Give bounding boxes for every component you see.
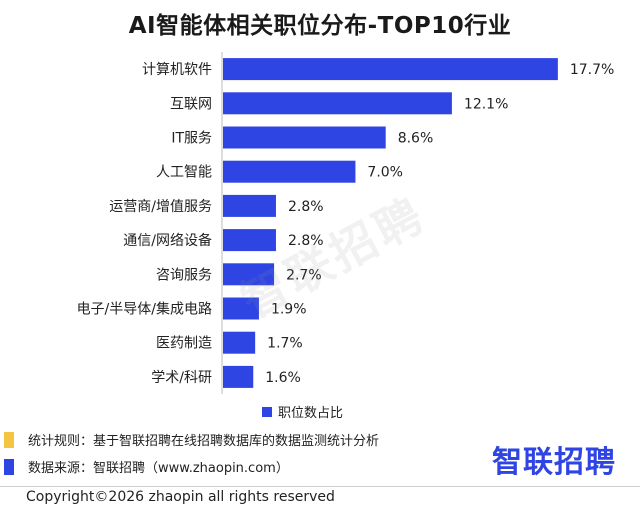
bar [223,263,275,286]
value-label: 2.8% [288,199,324,215]
bar [223,58,558,81]
value-label: 1.7% [267,336,303,352]
category-label: 互联网 [170,96,212,112]
brand-logo: 智联招聘 [492,445,616,480]
copyright-text: Copyright©2026 zhaopin all rights reserv… [26,489,335,505]
legend-swatch [262,406,272,417]
category-label: IT服务 [171,131,212,147]
category-label: 通信/网络设备 [123,232,212,249]
value-label: 17.7% [570,62,614,78]
note-marker-yellow [4,431,14,448]
note-marker-blue [4,458,14,475]
value-label: 8.6% [398,131,434,147]
legend: 职位数占比 [262,402,343,421]
bar [223,160,356,183]
note-source: 数据来源：智联招聘（www.zhaopin.com） [4,457,289,476]
category-label: 咨询服务 [156,267,212,283]
category-label: 人工智能 [156,165,212,181]
value-label: 7.0% [367,165,403,181]
category-label: 电子/半导体/集成电路 [77,301,212,318]
category-label: 运营商/增值服务 [109,199,212,215]
bar [223,331,256,354]
bar [223,92,452,115]
chart-title: AI智能体相关职位分布-TOP10行业 [128,13,512,39]
bar [223,365,254,388]
bar [223,229,276,252]
value-label: 1.6% [265,370,301,386]
note-source-text: 数据来源：智联招聘（www.zhaopin.com） [28,461,289,476]
footer-divider [0,486,640,487]
bar-chart: 计算机软件 17.7% 互联网 12.1% IT服务 8.6% 人工智能 7.0% 运营商/增值… [77,52,614,394]
value-label: 2.7% [286,267,322,283]
category-label: 医药制造 [156,336,212,352]
legend-label: 职位数占比 [278,406,344,421]
category-label: 计算机软件 [142,62,212,78]
category-label: 学术/科研 [151,370,212,386]
value-label: 2.8% [288,233,324,249]
bar [223,194,276,217]
bar [223,297,259,320]
note-rule-text: 统计规则：基于智联招聘在线招聘数据库的数据监测统计分析 [28,434,380,449]
bar [223,126,386,149]
value-label: 1.9% [271,302,307,318]
value-label: 12.1% [464,96,508,112]
note-rule: 统计规则：基于智联招聘在线招聘数据库的数据监测统计分析 [4,430,379,449]
